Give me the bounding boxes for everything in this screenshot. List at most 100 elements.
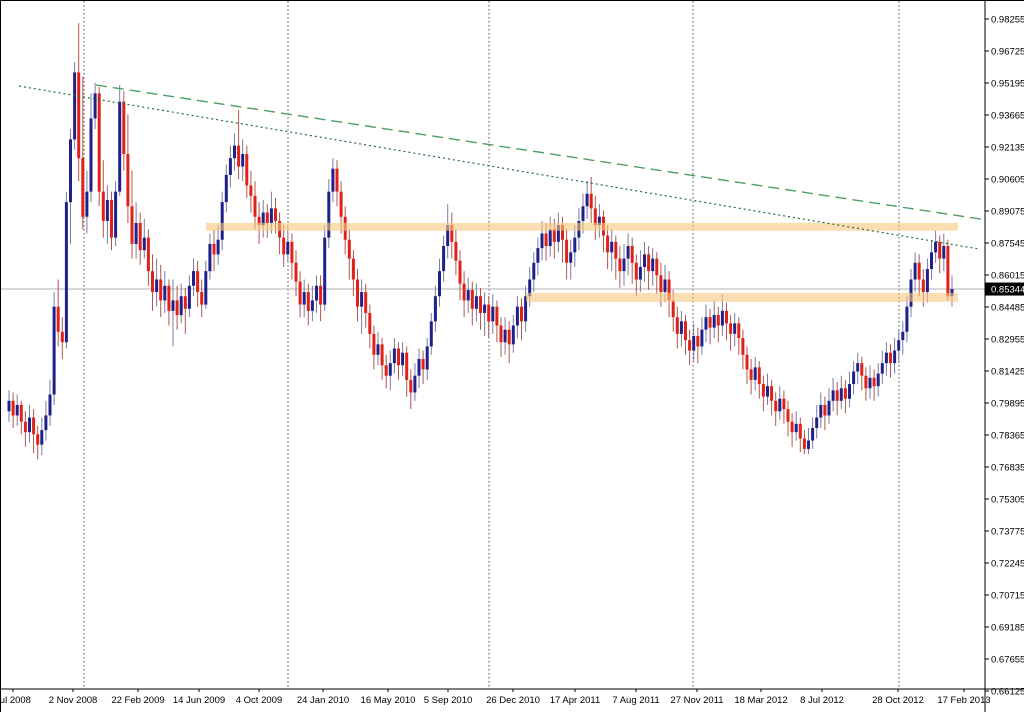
candle-bear	[454, 241, 458, 261]
candle-bull	[811, 427, 815, 441]
candle-bear	[151, 271, 154, 293]
candle-bear	[716, 315, 720, 326]
candle-bear	[339, 191, 343, 217]
upper-trendline-dashed[interactable]	[95, 84, 987, 221]
candle-bull	[360, 292, 364, 307]
candle-bear	[675, 317, 679, 334]
candle-bear	[450, 225, 454, 242]
candle-bear	[565, 239, 569, 263]
candle-bear	[364, 292, 368, 313]
candle-bull	[581, 206, 585, 221]
support-zone[interactable]	[526, 292, 958, 302]
candle-bull	[15, 404, 19, 416]
candle-bull	[720, 310, 724, 326]
candle-bear	[634, 262, 638, 280]
candle-bear	[175, 300, 179, 316]
candle-bear	[335, 168, 339, 192]
candle-bear	[917, 262, 921, 280]
price-tick-label: 0.81425	[991, 367, 1024, 378]
candle-bear	[372, 333, 376, 355]
candle-bear	[589, 193, 593, 209]
candle-bull	[105, 200, 109, 221]
candle-bear	[167, 285, 171, 311]
candle-bull	[819, 404, 823, 418]
candle-bull	[638, 266, 642, 280]
candle-bear	[347, 239, 351, 259]
candle-bull	[524, 296, 528, 322]
candle-bull	[876, 373, 880, 387]
price-tick-label: 0.95195	[991, 79, 1024, 90]
candle-bear	[864, 375, 868, 389]
candle-bear	[741, 338, 745, 355]
candle-bull	[491, 306, 495, 322]
candle-bear	[351, 258, 355, 280]
date-label: 2 Nov 2008	[49, 695, 98, 706]
candle-bull	[392, 348, 396, 364]
price-tick-label: 0.84485	[991, 303, 1024, 314]
price-tick-label: 0.92135	[991, 143, 1024, 154]
candle-bull	[417, 358, 421, 376]
date-label: 17 Apr 2011	[550, 695, 601, 706]
candle-bear	[265, 212, 269, 224]
candle-bear	[520, 306, 523, 322]
candle-bull	[556, 225, 560, 242]
candle-bear	[495, 306, 499, 326]
candle-bear	[667, 279, 671, 301]
price-tick-label: 0.72245	[991, 559, 1024, 570]
candle-bear	[298, 281, 302, 305]
candle-bear	[249, 185, 253, 196]
candle-bear	[146, 237, 150, 272]
candle-bear	[618, 258, 622, 272]
candle-bull	[950, 289, 954, 297]
candle-bear	[32, 417, 36, 435]
candle-bear	[921, 279, 925, 293]
candle-bull	[192, 271, 195, 286]
date-label: 26 Dec 2010	[486, 695, 540, 706]
candle-bull	[548, 229, 552, 247]
candle-bull	[930, 252, 933, 270]
candle-bear	[237, 145, 241, 167]
candle-bear	[101, 191, 105, 221]
candle-bear	[274, 208, 277, 221]
candle-bull	[942, 246, 946, 259]
candle-bull	[569, 252, 573, 263]
candle-bull	[901, 331, 905, 341]
candle-bear	[253, 195, 257, 217]
candle-bear	[552, 229, 556, 242]
price-tick-label: 0.79895	[991, 399, 1024, 410]
candle-bull	[442, 246, 446, 272]
candle-bull	[880, 363, 884, 374]
candle-bull	[733, 323, 737, 334]
candle-bear	[745, 354, 749, 370]
candle-bull	[897, 340, 901, 351]
candle-bull	[327, 191, 331, 238]
price-tick-label: 0.96725	[991, 47, 1024, 58]
candle-bull	[331, 168, 335, 192]
candle-bull	[429, 321, 433, 347]
candle-bull	[142, 237, 146, 251]
candle-bull	[401, 352, 405, 366]
price-tick-label: 0.90605	[991, 175, 1024, 186]
candle-bear	[729, 323, 733, 334]
lower-trendline-dotted[interactable]	[18, 85, 980, 250]
candle-bear	[196, 271, 200, 293]
candle-bear	[860, 363, 864, 376]
candle-bull	[388, 363, 392, 376]
candle-bull	[704, 317, 708, 330]
candle-bull	[585, 193, 589, 207]
candle-bear	[81, 158, 85, 217]
resistance-zone[interactable]	[206, 222, 958, 231]
candle-bull	[155, 279, 159, 293]
candle-bull	[643, 254, 646, 267]
price-tick-label: 0.75305	[991, 495, 1024, 506]
candle-bull	[224, 174, 228, 203]
candle-bull	[925, 269, 929, 293]
price-tick-label: 0.82955	[991, 335, 1024, 346]
candle-bear	[761, 384, 765, 397]
candle-bull	[610, 241, 614, 253]
candle-bull	[208, 243, 212, 272]
candle-bull	[179, 296, 183, 316]
candle-bear	[802, 438, 806, 449]
candle-bear	[688, 340, 692, 351]
